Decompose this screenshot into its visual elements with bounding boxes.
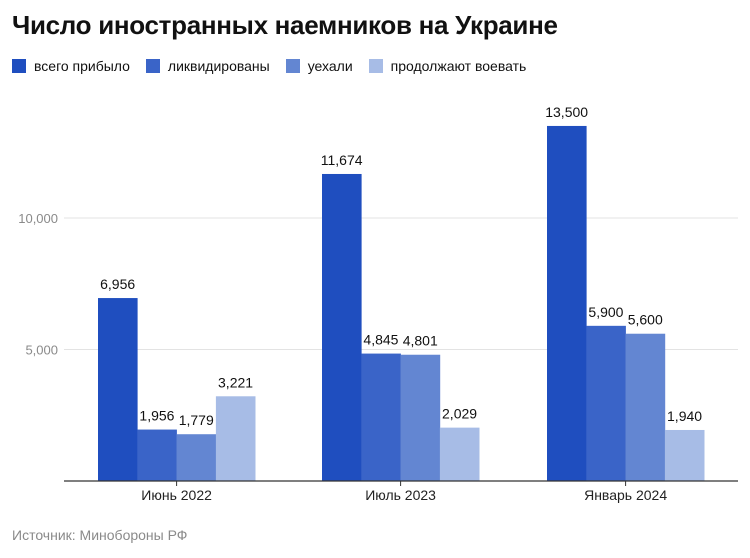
bar bbox=[664, 429, 705, 481]
x-tick-label: Июль 2023 bbox=[365, 487, 436, 503]
x-tick-label: Июнь 2022 bbox=[141, 487, 212, 503]
legend-item-killed: ликвидированы bbox=[145, 58, 270, 74]
bar bbox=[547, 125, 587, 481]
legend-label-fighting: продолжают воевать bbox=[390, 58, 527, 74]
legend-item-fighting: продолжают воевать bbox=[368, 58, 527, 74]
data-label: 1,779 bbox=[179, 412, 214, 428]
data-label: 11,674 bbox=[321, 152, 363, 168]
legend-swatch-fighting bbox=[368, 59, 383, 73]
data-label: 5,600 bbox=[628, 312, 663, 328]
data-label: 13,500 bbox=[545, 104, 588, 120]
y-tick-label: 10,000 bbox=[18, 211, 58, 226]
bar bbox=[176, 434, 217, 481]
legend-label-total: всего прибыло bbox=[34, 58, 130, 74]
data-label: 4,801 bbox=[403, 333, 438, 349]
bar bbox=[322, 173, 362, 481]
legend-swatch-killed bbox=[145, 59, 160, 73]
legend: всего прибыло ликвидированы уехали продо… bbox=[12, 58, 542, 74]
data-label: 6,956 bbox=[100, 276, 135, 292]
x-tick-label: Январь 2024 bbox=[584, 487, 667, 503]
bar bbox=[215, 396, 256, 481]
bar bbox=[361, 353, 401, 481]
data-label: 5,900 bbox=[588, 304, 623, 320]
bar bbox=[625, 333, 666, 481]
bar bbox=[439, 427, 480, 481]
bar bbox=[137, 429, 177, 481]
legend-swatch-total bbox=[12, 59, 26, 73]
data-label: 2,029 bbox=[442, 406, 477, 422]
bar bbox=[98, 298, 138, 481]
chart-title: Число иностранных наемников на Украине bbox=[12, 10, 558, 40]
legend-label-left: уехали bbox=[307, 58, 353, 74]
data-label: 1,956 bbox=[139, 408, 174, 424]
bar bbox=[586, 325, 626, 481]
data-label: 3,221 bbox=[218, 374, 253, 390]
data-label: 1,940 bbox=[667, 408, 702, 424]
source-note: Источник: Минобороны РФ bbox=[12, 527, 188, 543]
legend-item-left: уехали bbox=[285, 58, 353, 74]
bar bbox=[400, 354, 441, 481]
legend-label-killed: ликвидированы bbox=[167, 58, 270, 74]
data-label: 4,845 bbox=[363, 332, 398, 348]
legend-item-total: всего прибыло bbox=[12, 58, 130, 74]
legend-swatch-left bbox=[285, 59, 300, 73]
y-tick-label: 5,000 bbox=[25, 343, 58, 358]
